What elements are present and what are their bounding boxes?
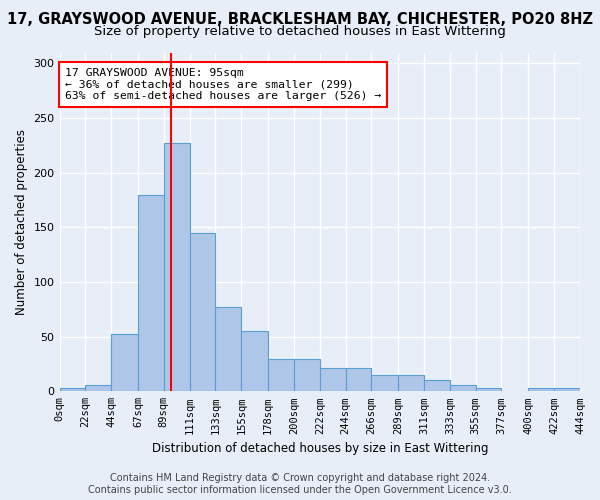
Text: 17 GRAYSWOOD AVENUE: 95sqm
← 36% of detached houses are smaller (299)
63% of sem: 17 GRAYSWOOD AVENUE: 95sqm ← 36% of deta… — [65, 68, 381, 101]
Bar — [215, 307, 241, 392]
Bar — [371, 375, 398, 392]
Bar — [476, 388, 502, 392]
Bar — [294, 358, 320, 392]
Text: Contains HM Land Registry data © Crown copyright and database right 2024.
Contai: Contains HM Land Registry data © Crown c… — [88, 474, 512, 495]
Bar — [268, 358, 294, 392]
Bar — [346, 368, 371, 392]
X-axis label: Distribution of detached houses by size in East Wittering: Distribution of detached houses by size … — [152, 442, 488, 455]
Bar — [85, 384, 111, 392]
Bar — [164, 143, 190, 392]
Bar — [111, 334, 138, 392]
Bar — [138, 194, 164, 392]
Bar — [241, 331, 268, 392]
Y-axis label: Number of detached properties: Number of detached properties — [15, 129, 28, 315]
Bar — [320, 368, 346, 392]
Bar — [554, 388, 580, 392]
Bar — [450, 384, 476, 392]
Text: 17, GRAYSWOOD AVENUE, BRACKLESHAM BAY, CHICHESTER, PO20 8HZ: 17, GRAYSWOOD AVENUE, BRACKLESHAM BAY, C… — [7, 12, 593, 28]
Bar — [59, 388, 85, 392]
Bar — [398, 375, 424, 392]
Text: Size of property relative to detached houses in East Wittering: Size of property relative to detached ho… — [94, 25, 506, 38]
Bar — [190, 233, 215, 392]
Bar — [424, 380, 450, 392]
Bar — [529, 388, 554, 392]
